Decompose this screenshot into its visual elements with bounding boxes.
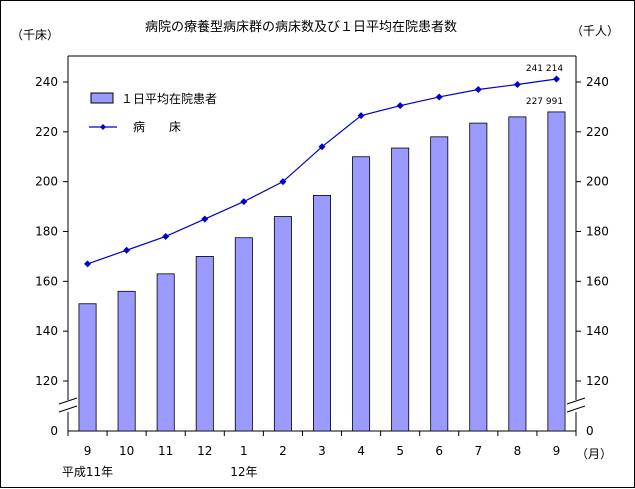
bar	[430, 136, 449, 432]
x-tick-label: 10	[119, 444, 134, 458]
right-axis-break-mark	[566, 405, 586, 413]
line-point	[279, 178, 287, 186]
left-y-tick-label: 120	[35, 374, 58, 388]
line-point	[318, 143, 326, 151]
line-point	[474, 85, 482, 93]
line-point	[435, 93, 443, 101]
left-y-tick-label: 220	[35, 125, 58, 139]
line-point	[162, 232, 170, 240]
x-tick-label: 2	[279, 444, 287, 458]
left-y-tick-label: 140	[35, 324, 58, 338]
data-label: 241 214	[526, 64, 563, 74]
x-tick-label: 7	[474, 444, 482, 458]
x-tick-label: 4	[357, 444, 365, 458]
bar	[117, 290, 136, 432]
x-era-label: 平成11年	[62, 465, 113, 479]
left-y-tick-label: 200	[35, 175, 58, 189]
right-axis-unit: （千人）	[571, 24, 619, 38]
left-axis-unit: （千床）	[11, 28, 59, 42]
bar	[469, 122, 488, 432]
bar	[508, 116, 527, 432]
left-axis-break-gap	[59, 400, 77, 412]
right-y-zero-label: 0	[586, 424, 594, 438]
right-y-tick-label: 180	[586, 225, 609, 239]
line-point	[396, 102, 404, 110]
bar	[273, 216, 292, 432]
x-tick-label: 8	[514, 444, 522, 458]
line-point	[84, 260, 92, 268]
left-y-zero-label: 0	[50, 424, 58, 438]
right-y-tick-label: 140	[586, 324, 609, 338]
bar	[234, 237, 253, 432]
legend-line-marker	[100, 124, 106, 130]
left-y-tick-label: 240	[35, 75, 58, 89]
chart-title: 病院の療養型病床群の病床数及び１日平均在院患者数	[145, 19, 457, 35]
data-label: 227 991	[526, 97, 563, 107]
left-axis-break-mark	[58, 405, 78, 413]
legend-bar-label: １日平均在院患者	[121, 92, 217, 106]
line-point	[123, 246, 131, 254]
right-y-tick-label: 160	[586, 274, 609, 288]
x-tick-label: 3	[318, 444, 326, 458]
right-y-tick-label: 220	[586, 125, 609, 139]
bar	[391, 147, 410, 432]
x-tick-label: 1	[240, 444, 248, 458]
x-tick-label: 9	[84, 444, 92, 458]
right-y-tick-label: 240	[586, 75, 609, 89]
right-axis-break-gap	[567, 400, 585, 412]
left-y-tick-label: 180	[35, 225, 58, 239]
bar	[78, 303, 97, 432]
right-y-tick-label: 200	[586, 175, 609, 189]
legend-bar-swatch	[90, 92, 114, 104]
line-point	[513, 80, 521, 88]
bar	[547, 111, 566, 432]
left-axis-break-mark	[58, 397, 78, 405]
bar	[195, 256, 214, 432]
right-y-tick-label: 120	[586, 374, 609, 388]
x-tick-label: 9	[553, 444, 561, 458]
left-y-tick-label: 160	[35, 274, 58, 288]
line-point	[240, 198, 248, 206]
right-axis-break-mark	[566, 397, 586, 405]
x-axis-unit: （月）	[576, 447, 612, 461]
line-point	[201, 215, 209, 223]
x-tick-label: 11	[158, 444, 173, 458]
bar	[156, 273, 175, 432]
x-era-label: 12年	[230, 465, 257, 479]
x-tick-label: 5	[396, 444, 404, 458]
line-point	[357, 112, 365, 120]
x-tick-label: 12	[197, 444, 212, 458]
line-point	[552, 75, 560, 83]
legend: １日平均在院患者 病 床	[89, 92, 217, 134]
x-tick-label: 6	[435, 444, 443, 458]
legend-line-label: 病 床	[133, 119, 181, 134]
bar	[352, 156, 371, 432]
bar	[313, 194, 331, 432]
